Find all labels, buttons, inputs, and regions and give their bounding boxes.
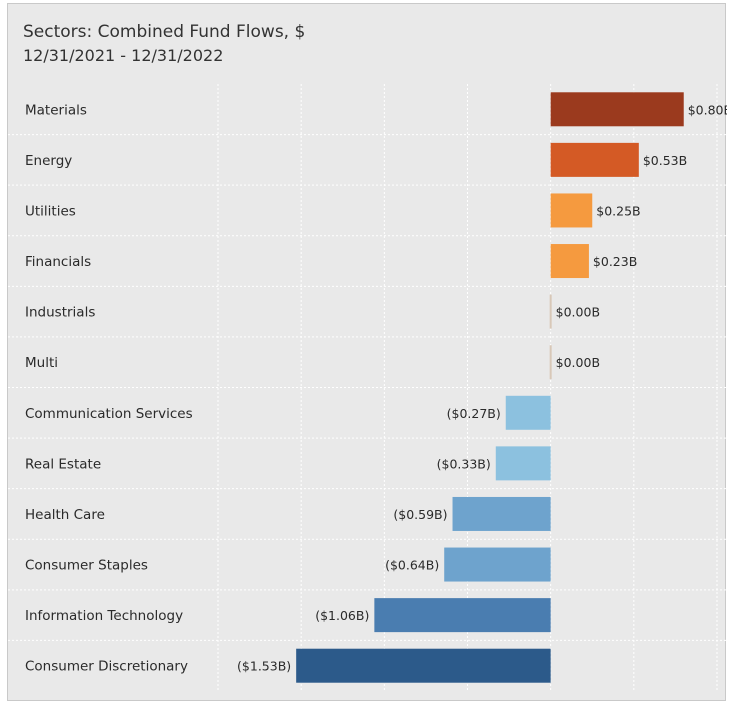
bar	[549, 345, 552, 380]
value-label: ($0.33B)	[437, 456, 491, 471]
category-label: Communication Services	[25, 406, 193, 422]
bar	[550, 142, 639, 177]
value-label: $0.23B	[593, 254, 637, 269]
bar-chart: Materials $0.80B Energy $0.53B Utilities $0.2…	[8, 84, 727, 691]
bar	[495, 446, 551, 481]
bar	[296, 648, 551, 683]
chart-title: Sectors: Combined Fund Flows, $	[23, 22, 306, 42]
bar	[505, 395, 551, 430]
value-label: $0.80B	[688, 102, 727, 117]
category-label: Utilities	[25, 203, 76, 219]
chart-panel: Sectors: Combined Fund Flows, $ 12/31/20…	[7, 3, 727, 701]
value-label: ($0.64B)	[385, 558, 439, 573]
value-label: $0.00B	[556, 305, 600, 320]
bar	[550, 193, 593, 228]
value-label: ($0.59B)	[393, 507, 447, 522]
value-label: $0.53B	[643, 153, 687, 168]
category-label: Industrials	[25, 305, 95, 321]
value-label: ($0.27B)	[447, 406, 501, 421]
value-label: ($1.06B)	[315, 608, 369, 623]
category-label: Energy	[25, 153, 72, 169]
chart-title-block: Sectors: Combined Fund Flows, $ 12/31/20…	[23, 21, 305, 67]
chart-subtitle: 12/31/2021 - 12/31/2022	[23, 46, 224, 65]
category-label: Health Care	[25, 507, 105, 523]
category-label: Consumer Staples	[25, 558, 148, 574]
value-label: ($1.53B)	[237, 659, 291, 674]
category-label: Consumer Discretionary	[25, 659, 188, 675]
category-label: Multi	[25, 355, 58, 371]
category-label: Real Estate	[25, 456, 101, 472]
bar	[452, 496, 551, 531]
value-label: $0.00B	[556, 355, 600, 370]
value-label: $0.25B	[596, 203, 640, 218]
bar	[549, 294, 552, 329]
category-label: Materials	[25, 102, 87, 118]
category-label: Information Technology	[25, 608, 183, 624]
bar	[444, 547, 551, 582]
bar	[550, 92, 684, 127]
category-label: Financials	[25, 254, 91, 270]
bar	[550, 244, 589, 279]
bar	[374, 598, 551, 633]
